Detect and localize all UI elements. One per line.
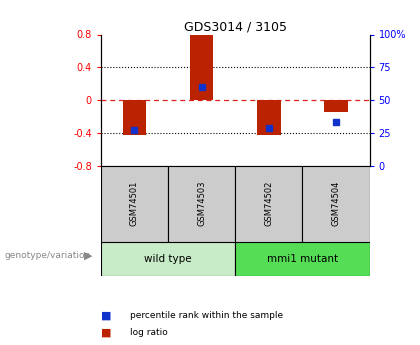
Bar	[324, 100, 348, 112]
Bar	[101, 241, 235, 276]
Text: wild type: wild type	[144, 254, 192, 264]
Bar	[168, 166, 235, 242]
Text: GSM74503: GSM74503	[197, 181, 206, 226]
Bar	[235, 241, 370, 276]
Text: ■: ■	[101, 311, 111, 321]
Text: ■: ■	[101, 328, 111, 338]
Bar	[302, 166, 370, 242]
Bar	[123, 100, 146, 135]
Text: ▶: ▶	[84, 250, 92, 260]
Text: GSM74504: GSM74504	[331, 181, 341, 226]
Text: log ratio: log ratio	[130, 328, 168, 337]
Text: genotype/variation: genotype/variation	[4, 251, 90, 260]
Text: GSM74502: GSM74502	[264, 181, 273, 226]
Bar	[235, 166, 302, 242]
Title: GDS3014 / 3105: GDS3014 / 3105	[184, 20, 287, 33]
Text: mmi1 mutant: mmi1 mutant	[267, 254, 338, 264]
Text: percentile rank within the sample: percentile rank within the sample	[130, 311, 284, 320]
Bar	[190, 34, 213, 100]
Bar	[257, 100, 281, 135]
Text: GSM74501: GSM74501	[130, 181, 139, 226]
Bar	[101, 166, 168, 242]
